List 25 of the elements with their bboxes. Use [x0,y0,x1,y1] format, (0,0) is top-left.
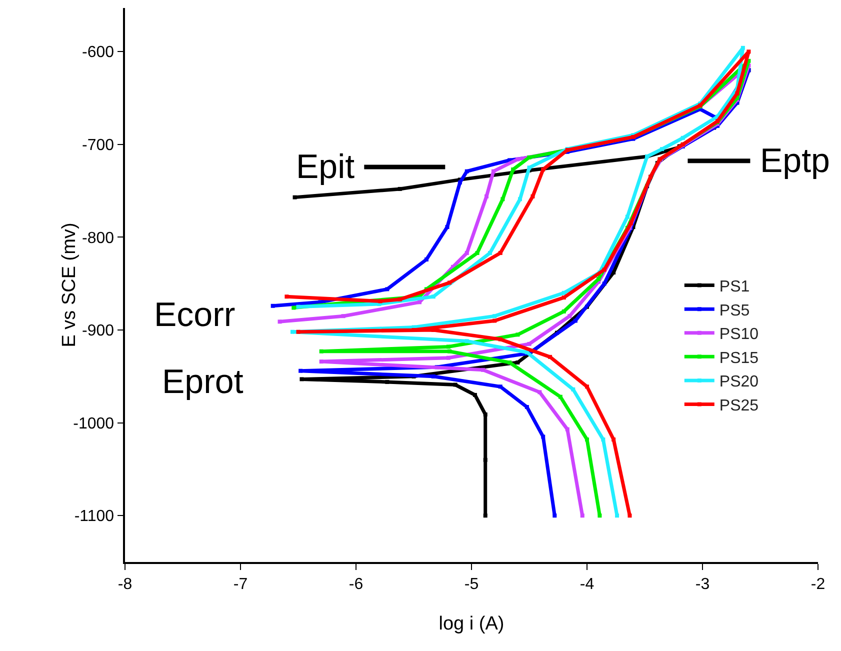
annotation: Eptp [760,142,830,180]
x-tick-label: -4 [580,576,594,593]
x-axis-title: log i (A) [438,614,504,634]
legend-label: PS25 [719,398,759,415]
annotation: Eprot [162,363,244,401]
legend-label: PS20 [719,374,759,391]
y-tick-label: -700 [82,137,114,154]
y-tick-label: -1100 [74,508,114,526]
x-tick-label: -3 [695,576,710,593]
legend-label: PS10 [719,326,759,344]
x-tick-label: -8 [118,576,132,593]
legend-label: PS5 [719,302,750,320]
y-tick-label: -900 [82,322,114,340]
x-tick-label: -7 [233,576,248,593]
legend-label: PS15 [719,350,759,367]
annotation: Ecorr [154,296,236,334]
y-tick-label: -1000 [73,415,114,432]
annotation: Epit [296,148,356,186]
y-tick-label: -800 [82,230,114,247]
y-tick-label: -600 [82,44,114,62]
x-tick-label: -5 [464,576,479,593]
y-axis-title: E vs SCE (mv) [59,222,80,348]
legend-label: PS1 [719,278,750,296]
x-tick-label: -6 [348,576,364,593]
x-tick-label: -2 [810,576,826,593]
